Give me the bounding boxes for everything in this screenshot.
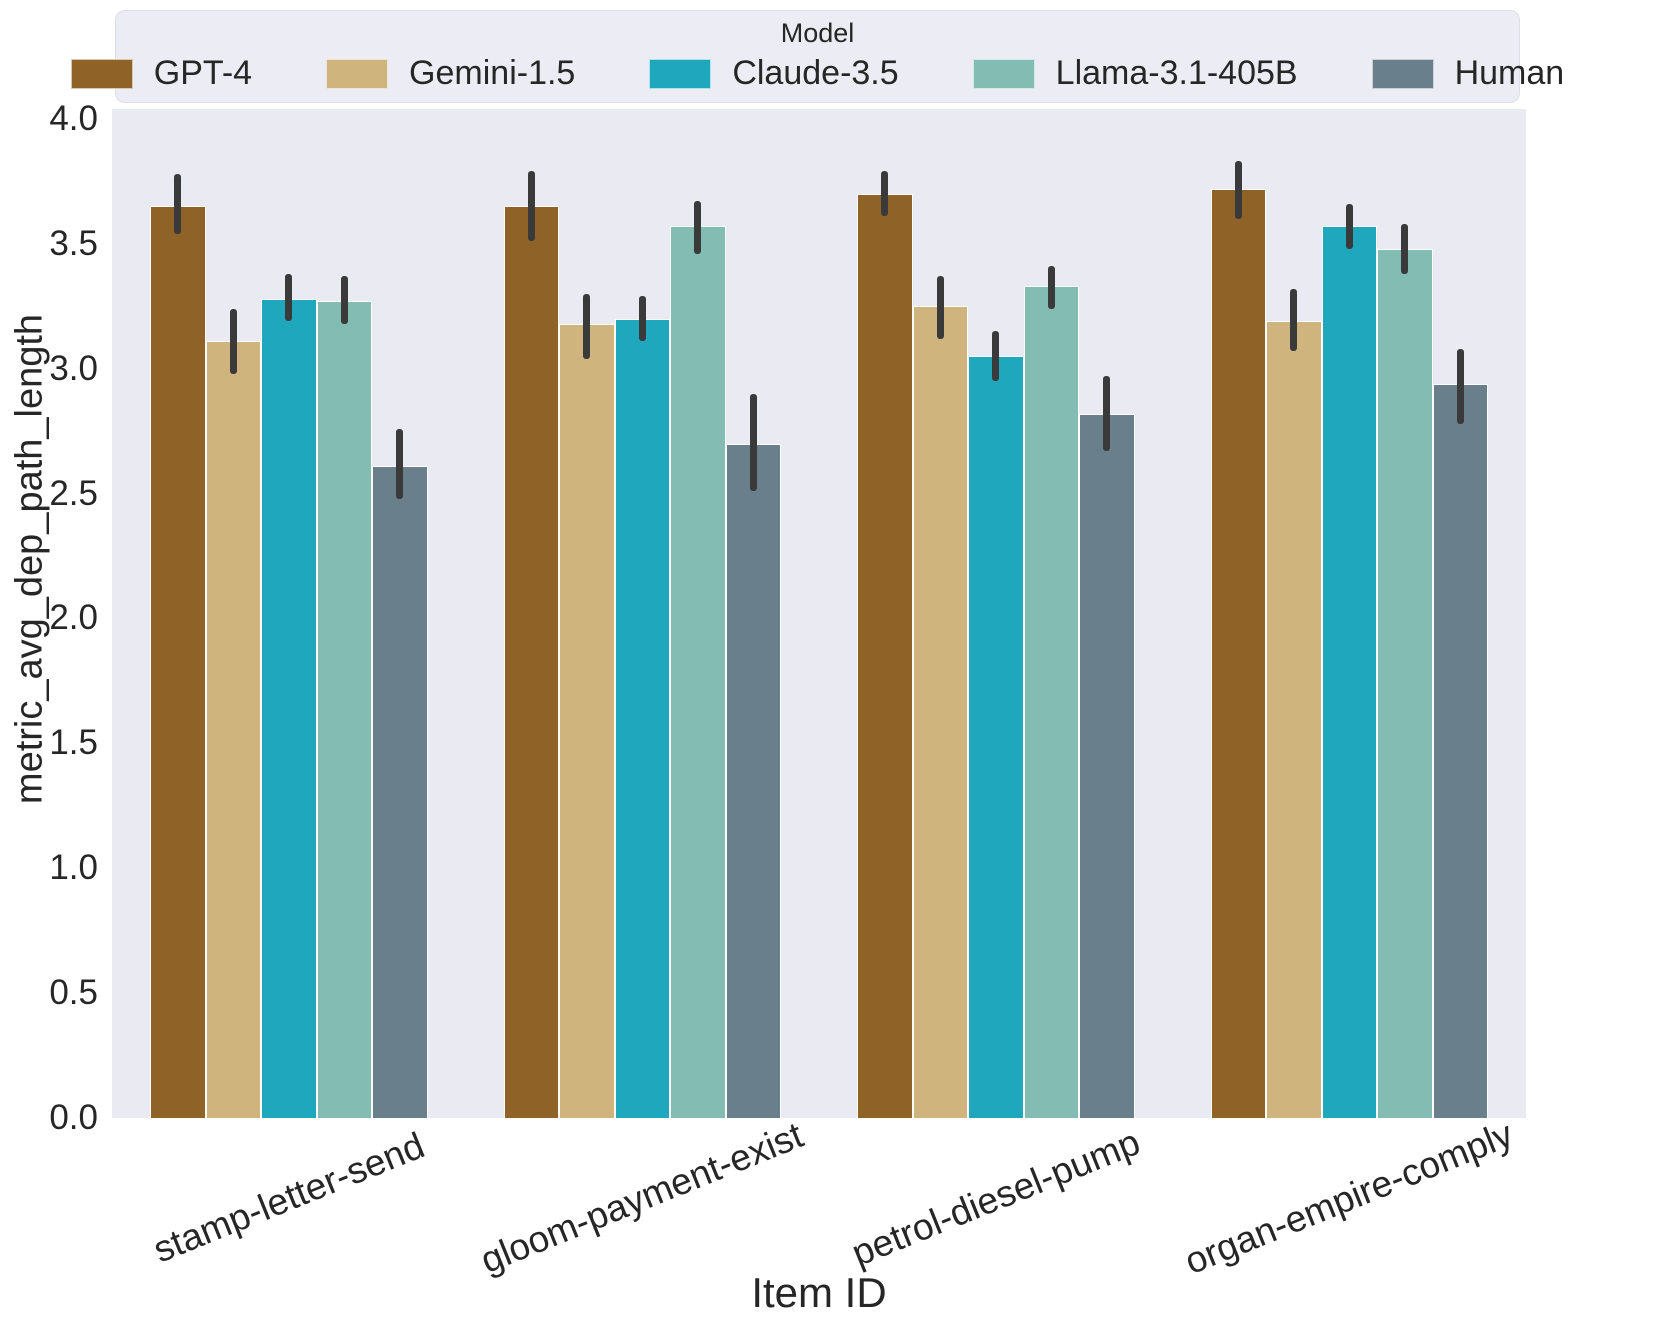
- bar-gpt-4: [503, 206, 559, 1118]
- legend-item-human: Human: [1371, 54, 1565, 93]
- x-tick-label: organ-empire-comply: [1179, 1113, 1519, 1283]
- error-bar: [1401, 223, 1409, 274]
- error-bar: [638, 296, 646, 342]
- error-bar: [1234, 161, 1242, 219]
- error-bar: [1345, 203, 1353, 249]
- legend-item-llama-3.1-405b: Llama-3.1-405B: [972, 54, 1298, 93]
- y-tick-label: 0.0: [49, 1098, 98, 1137]
- y-tick-label: 4.0: [49, 98, 98, 138]
- legend-label: Human: [1454, 54, 1565, 92]
- bar-gemini-1.5: [205, 341, 261, 1118]
- x-axis-label: Item ID: [751, 1269, 887, 1316]
- y-tick-label: 1.5: [49, 723, 98, 763]
- y-tick-label: 1.0: [49, 848, 98, 888]
- bar-gemini-1.5: [1266, 321, 1322, 1118]
- bar-gpt-4: [150, 206, 206, 1118]
- bar-gpt-4: [1210, 188, 1266, 1118]
- y-tick-label: 3.5: [49, 223, 98, 263]
- bar-human: [372, 466, 428, 1118]
- legend-swatch: [326, 58, 389, 89]
- legend-swatch: [1371, 58, 1434, 89]
- error-bar: [694, 201, 702, 254]
- y-tick-label: 3.0: [49, 348, 98, 388]
- bar-llama-3.1-405b: [1023, 286, 1079, 1118]
- error-bar: [229, 308, 237, 374]
- error-bar: [1047, 266, 1055, 309]
- bar-gpt-4: [857, 193, 913, 1118]
- legend-swatch: [972, 58, 1035, 89]
- x-tick-label: petrol-diesel-pump: [845, 1121, 1146, 1274]
- error-bar: [396, 428, 404, 499]
- legend-item-gpt-4: GPT-4: [70, 54, 253, 93]
- error-bar: [1103, 376, 1111, 452]
- error-bar: [583, 293, 591, 359]
- legend-swatch: [70, 58, 133, 89]
- error-bar: [1456, 348, 1464, 424]
- y-tick-label: 2.5: [49, 473, 98, 513]
- bar-claude-3.5: [614, 318, 670, 1118]
- legend-label: Gemini-1.5: [409, 54, 576, 92]
- y-tick-label: 2.0: [49, 598, 98, 638]
- plot-area: [112, 109, 1526, 1118]
- legend: Model GPT-4 Gemini-1.5 Claude-3.5 Llama-3.1…: [70, 10, 1564, 103]
- error-bar: [174, 173, 182, 234]
- legend-swatch: [649, 58, 712, 89]
- bar-claude-3.5: [968, 356, 1024, 1118]
- x-tick-label: gloom-payment-exist: [475, 1114, 809, 1281]
- error-bar: [881, 171, 889, 217]
- error-bar: [340, 276, 348, 324]
- bar-llama-3.1-405b: [316, 301, 372, 1118]
- error-bar: [749, 393, 757, 492]
- legend-label: GPT-4: [153, 54, 253, 92]
- legend-item-claude-3.5: Claude-3.5: [649, 54, 899, 93]
- bar-llama-3.1-405b: [1377, 248, 1433, 1118]
- legend-item-gemini-1.5: Gemini-1.5: [326, 54, 575, 93]
- error-bar: [527, 171, 535, 242]
- bar-llama-3.1-405b: [670, 226, 726, 1118]
- y-tick-label: 0.5: [49, 973, 98, 1013]
- bar-claude-3.5: [261, 298, 317, 1118]
- bar-human: [725, 443, 781, 1118]
- error-bar: [936, 276, 944, 339]
- x-tick-label: stamp-letter-send: [147, 1124, 430, 1271]
- legend-label: Claude-3.5: [732, 54, 899, 92]
- legend-title: Model: [780, 18, 855, 48]
- error-bar: [285, 273, 293, 322]
- legend-label: Llama-3.1-405B: [1055, 54, 1298, 92]
- bar-human: [1079, 413, 1135, 1118]
- error-bar: [992, 331, 1000, 382]
- bar-gemini-1.5: [912, 306, 968, 1118]
- bar-claude-3.5: [1321, 226, 1377, 1118]
- error-bar: [1290, 288, 1298, 352]
- bar-gemini-1.5: [559, 323, 615, 1118]
- bar-human: [1432, 383, 1488, 1118]
- legend-items: GPT-4 Gemini-1.5 Claude-3.5 Llama-3.1-405B H…: [70, 54, 1564, 93]
